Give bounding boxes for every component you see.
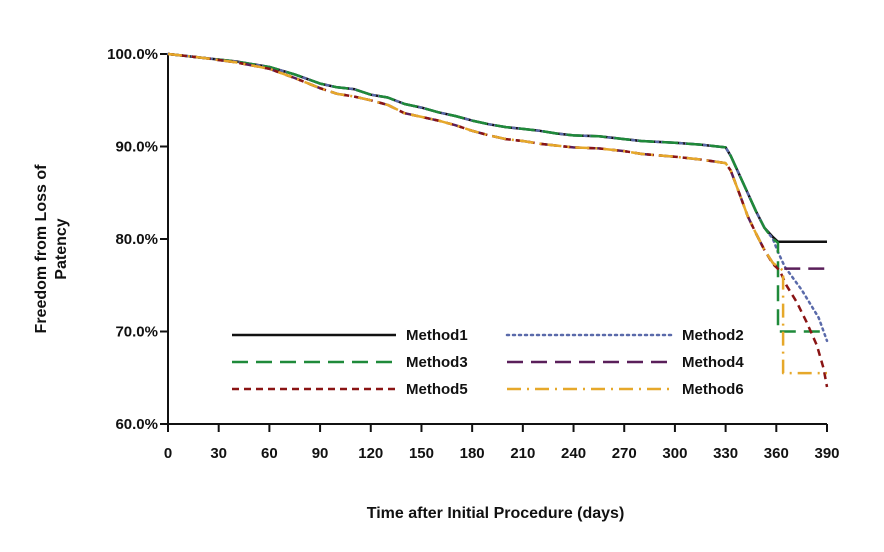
x-tick-label: 210 [510, 445, 535, 462]
series-line-method4 [167, 52, 827, 270]
x-axis-title: Time after Initial Procedure (days) [367, 505, 625, 522]
legend: Method1 Method2 Method3 Method4 Method5 Metho… [232, 327, 744, 398]
tick-labels: 0 30 60 90 120 150 180 210 240 270 300 330 360 390 60.… [107, 46, 839, 462]
legend-label-method6: Method6 [682, 381, 744, 398]
series-line-method2 [166, 52, 829, 343]
x-tick-label: 30 [210, 445, 227, 462]
y-tick-label: 100.0% [107, 46, 158, 63]
y-tick-label: 60.0% [115, 416, 158, 433]
series-line-method5 [167, 52, 829, 388]
legend-label-method3: Method3 [406, 354, 468, 371]
x-tick-label: 330 [713, 445, 738, 462]
legend-label-method1: Method1 [406, 327, 468, 344]
x-tick-label: 180 [460, 445, 485, 462]
x-tick-label: 300 [662, 445, 687, 462]
series-layer [166, 52, 829, 388]
series-line-method6 [167, 52, 827, 375]
y-tick-label: 80.0% [115, 231, 158, 248]
series-line-method3 [167, 52, 827, 333]
y-tick-label: 90.0% [115, 139, 158, 156]
series-line-method1 [167, 52, 827, 244]
y-axis-title: Freedom from Loss of Patency [33, 164, 70, 334]
x-tick-label: 390 [814, 445, 839, 462]
legend-label-method4: Method4 [682, 354, 744, 371]
legend-label-method2: Method2 [682, 327, 744, 344]
x-tick-label: 90 [312, 445, 329, 462]
x-tick-label: 240 [561, 445, 586, 462]
x-tick-label: 150 [409, 445, 434, 462]
x-tick-label: 360 [764, 445, 789, 462]
x-tick-label: 0 [164, 445, 172, 462]
y-axis-title-line: Freedom from Loss of [33, 164, 50, 334]
axis-titles: Time after Initial Procedure (days) Freed… [33, 164, 624, 522]
x-tick-label: 60 [261, 445, 278, 462]
axes [160, 53, 828, 432]
x-tick-label: 270 [612, 445, 637, 462]
legend-label-method5: Method5 [406, 381, 468, 398]
x-tick-label: 120 [358, 445, 383, 462]
y-axis-title-line: Patency [53, 218, 70, 279]
y-tick-label: 70.0% [115, 324, 158, 341]
